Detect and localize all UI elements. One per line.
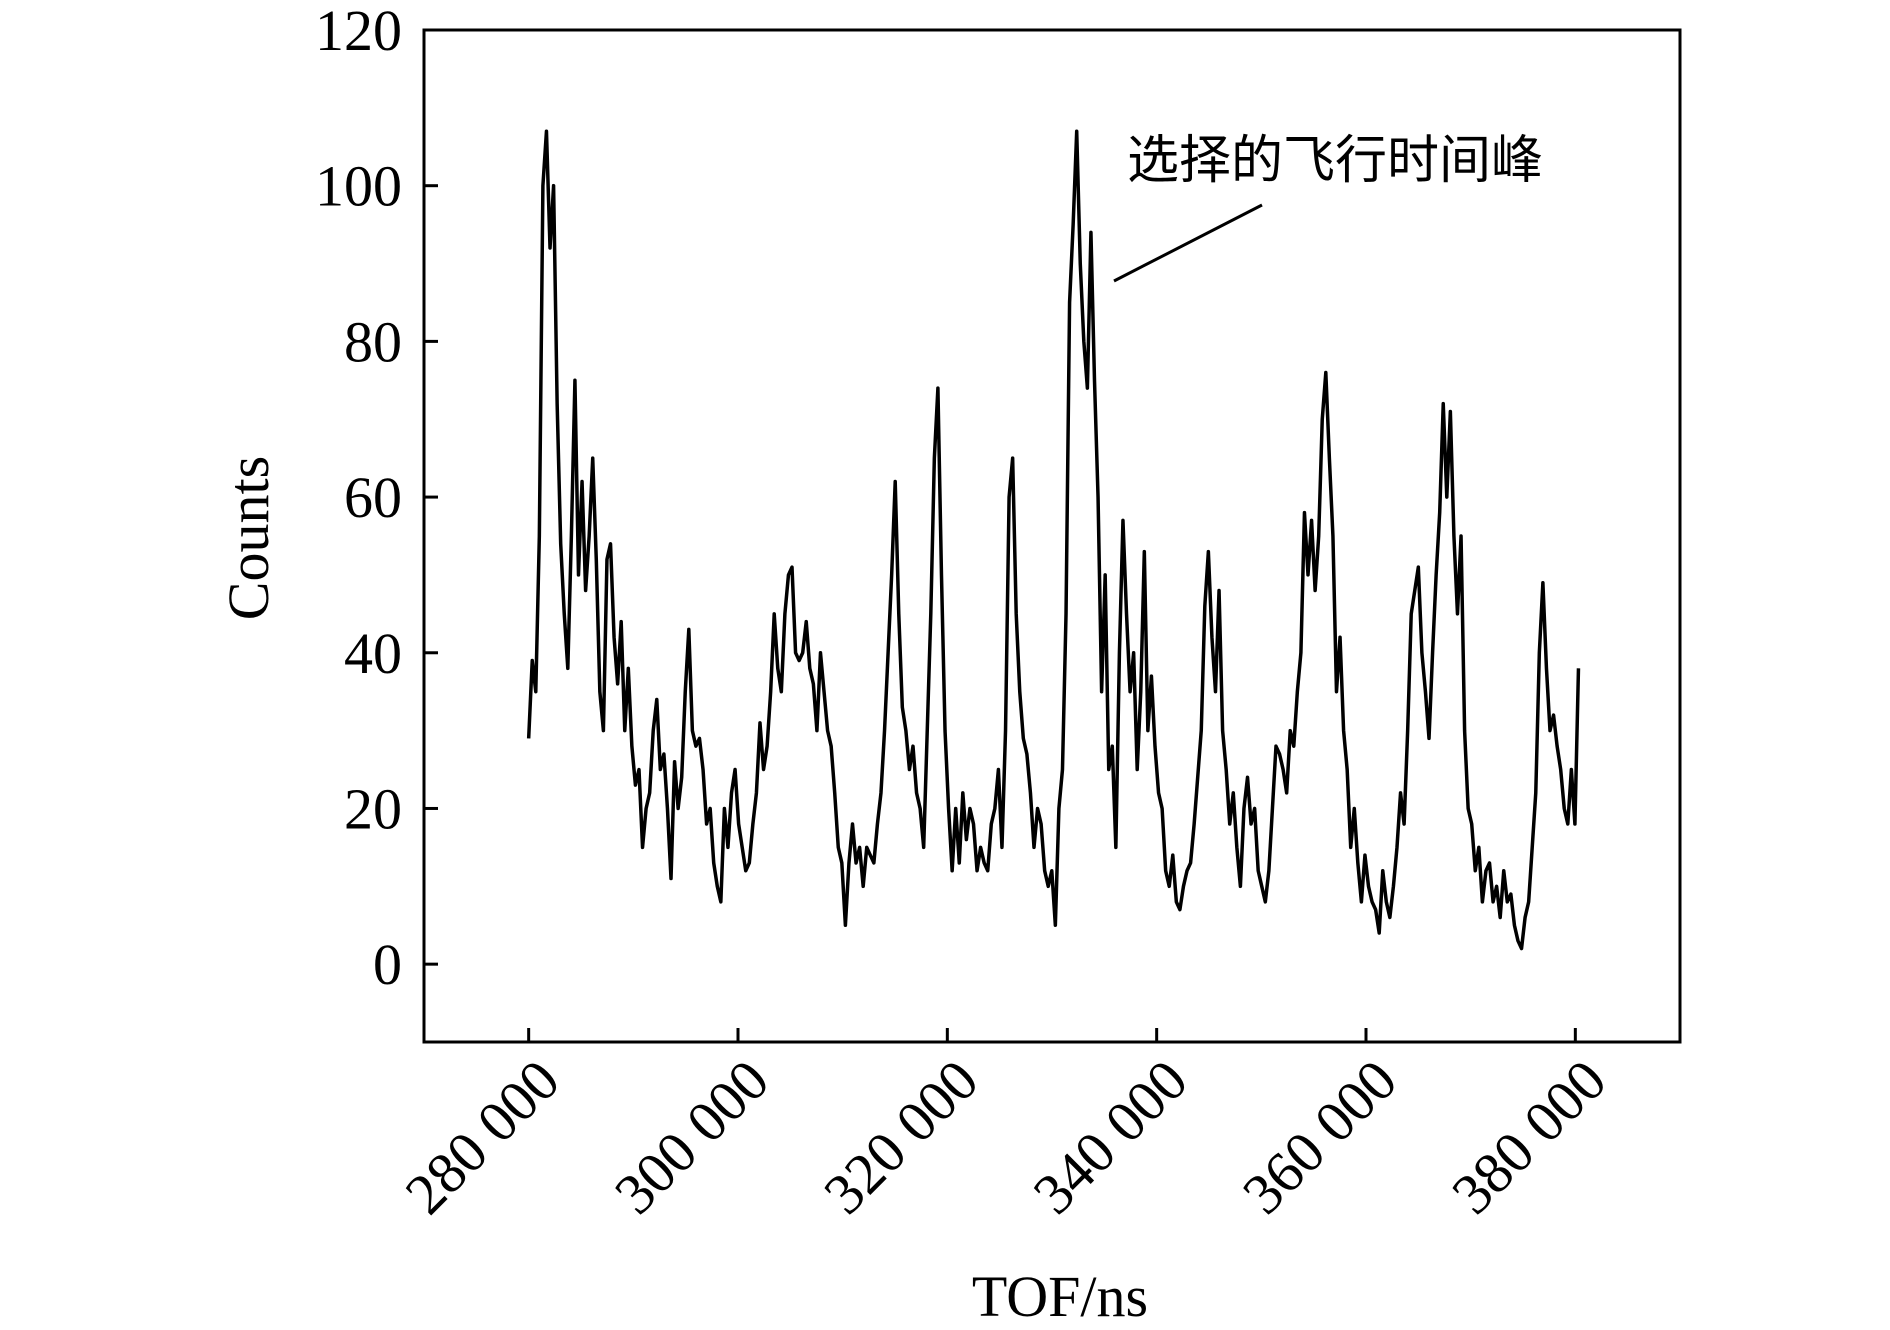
x-tick-label: 340 000	[1021, 1047, 1200, 1226]
annotation: 选择的飞行时间峰	[1127, 133, 1543, 190]
x-tick-label: 300 000	[602, 1047, 781, 1226]
y-tick-label: 60	[344, 465, 402, 530]
x-tick-label: 360 000	[1230, 1047, 1409, 1226]
y-tick-label: 20	[344, 776, 402, 841]
x-axis-label: TOF/ns	[972, 1264, 1148, 1329]
y-tick-label: 100	[315, 154, 402, 219]
y-tick-label: 0	[373, 932, 402, 997]
annotation-pointer	[1113, 203, 1263, 283]
x-tick-label: 380 000	[1439, 1047, 1618, 1226]
y-axis-label: Counts	[216, 456, 281, 620]
x-tick-label: 320 000	[811, 1047, 990, 1226]
data-line	[526, 129, 1581, 951]
y-tick-label: 120	[315, 0, 402, 63]
y-tick-label: 40	[344, 621, 402, 686]
y-tick-label: 80	[344, 309, 402, 374]
x-tick-label: 280 000	[393, 1047, 572, 1226]
plot-frame	[422, 28, 1682, 1044]
